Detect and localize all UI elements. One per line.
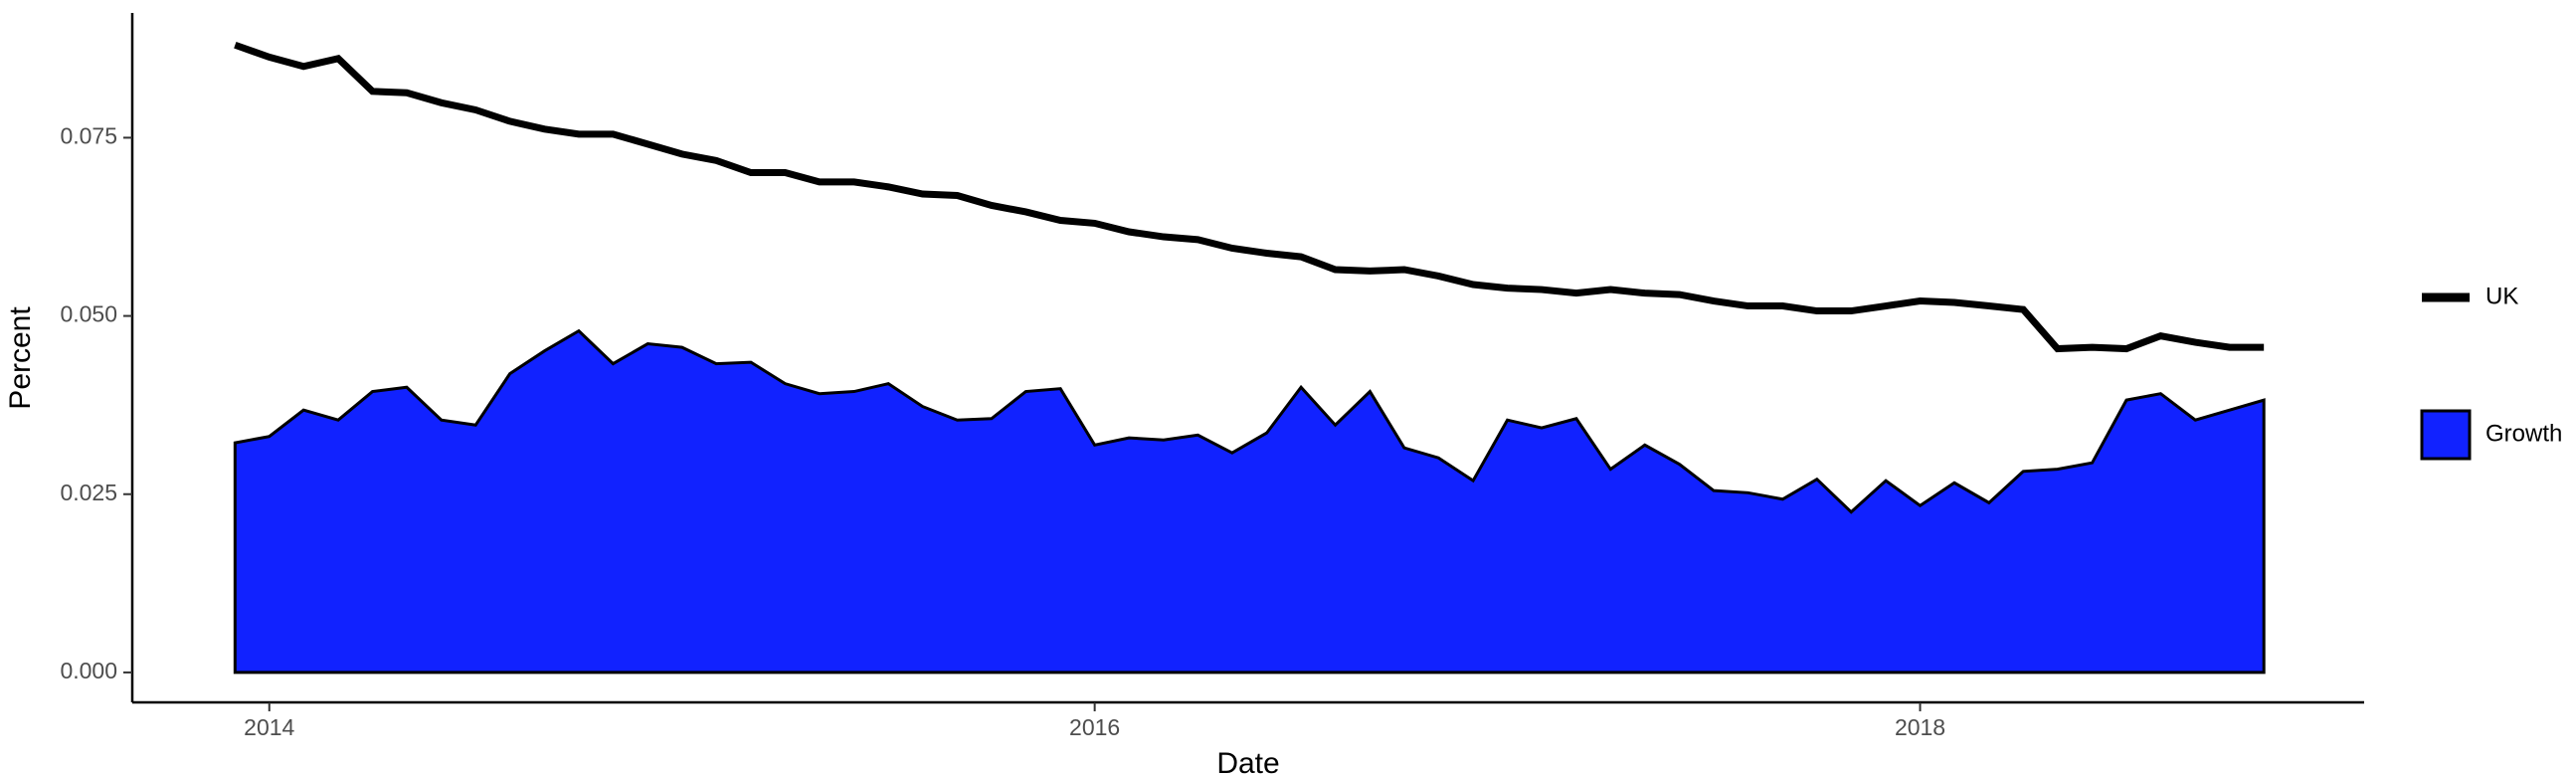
y-tick-label: 0.050 (60, 301, 117, 327)
y-axis-title: Percent (4, 306, 37, 410)
y-tick-label: 0.000 (60, 658, 117, 683)
x-tick-label: 2018 (1895, 714, 1945, 740)
legend-label: UK (2485, 283, 2518, 309)
y-tick-label: 0.025 (60, 480, 117, 505)
x-axis-title: Date (1216, 747, 1279, 776)
legend-label: Growth (2485, 420, 2562, 447)
line (234, 41, 2265, 353)
legend-key (2420, 409, 2472, 461)
y-tick-label: 0.075 (60, 122, 117, 148)
area (233, 328, 2266, 675)
x-tick-label: 2014 (244, 714, 294, 740)
x-tick-label: 2016 (1069, 714, 1120, 740)
